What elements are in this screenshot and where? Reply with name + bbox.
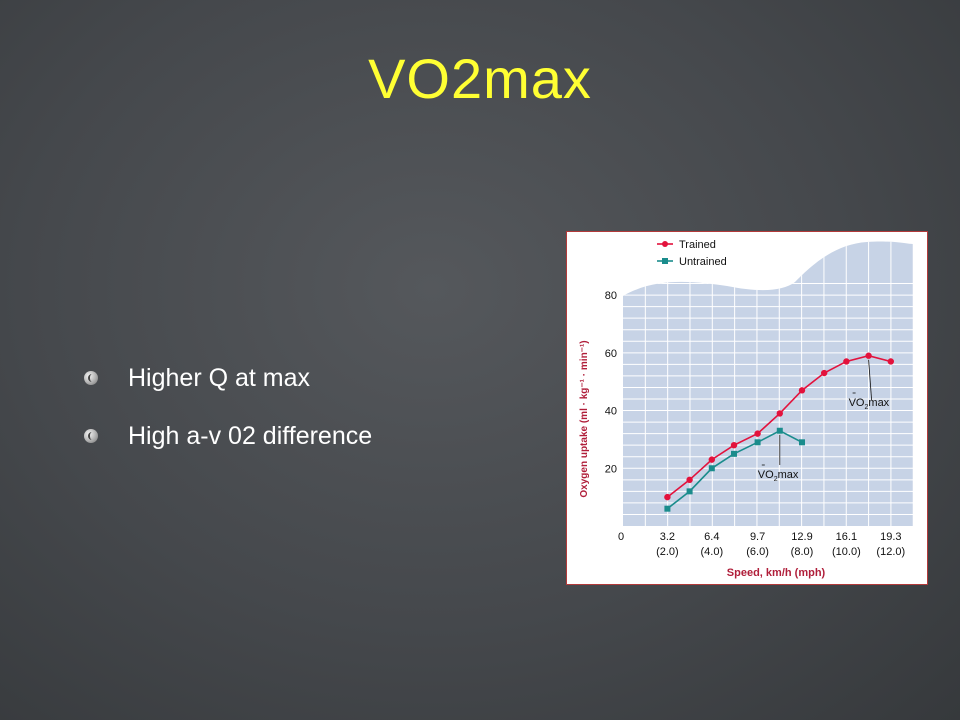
y-tick-label: 80 — [605, 290, 617, 302]
data-point-trained — [820, 369, 828, 377]
data-point-untrained — [798, 439, 805, 446]
data-point-trained — [708, 456, 716, 463]
data-point-trained — [664, 493, 671, 501]
data-point-untrained — [776, 427, 783, 434]
bullet-icon — [84, 429, 98, 443]
x-tick-label: 9.7 — [750, 531, 765, 543]
x-tick-label: 12.9 — [791, 531, 812, 543]
vo2-chart-figure: 20 40 60 80 0 3.2 (2.0) 6.4 (4.0) 9.7 (6.0) 12.9 (8.… — [566, 231, 928, 585]
data-point-trained — [798, 387, 806, 394]
y-tick-label: 20 — [605, 463, 617, 475]
x-tick-label: 3.2 — [660, 531, 675, 543]
vo2-chart: 20 40 60 80 0 3.2 (2.0) 6.4 (4.0) 9.7 (6.0) 12.9 (8.… — [579, 239, 913, 579]
data-point-untrained — [664, 505, 671, 512]
data-point-trained — [754, 430, 761, 437]
annotation-vo2max-trained: VO2max — [849, 397, 890, 411]
data-point-untrained — [754, 439, 761, 446]
bullet-item: Higher Q at max — [84, 360, 372, 418]
data-point-untrained — [731, 450, 738, 457]
legend-marker-untrained — [662, 258, 668, 264]
x-tick-sublabel: (6.0) — [746, 546, 769, 558]
bullet-icon — [84, 371, 98, 385]
data-point-trained — [686, 476, 693, 484]
bullet-item: High a-v 02 difference — [84, 418, 372, 476]
x-tick-sublabel: (12.0) — [876, 546, 905, 558]
y-tick-label: 40 — [605, 406, 617, 418]
x-tick-label: 19.3 — [880, 531, 901, 543]
annotation-vo2max-untrained: VO2max — [758, 469, 799, 483]
x-tick-sublabel: (2.0) — [656, 546, 679, 558]
plot-background — [623, 241, 913, 526]
x-axis-label: Speed, km/h (mph) — [727, 567, 826, 579]
bullet-list: Higher Q at max High a-v 02 difference — [84, 360, 372, 476]
data-point-trained — [730, 441, 738, 449]
data-point-trained — [865, 352, 872, 359]
x-tick-label: 0 — [618, 531, 624, 543]
data-point-untrained — [686, 488, 693, 495]
data-point-trained — [843, 358, 850, 365]
x-tick-sublabel: (10.0) — [832, 546, 861, 558]
x-tick-label: 16.1 — [836, 531, 857, 543]
annotation-leader-trained — [868, 359, 872, 401]
slide-title: VO2max — [368, 47, 592, 110]
y-tick-label: 60 — [605, 348, 617, 360]
bullet-text: High a-v 02 difference — [128, 422, 373, 450]
data-point-trained — [887, 358, 894, 365]
legend-marker-trained — [662, 241, 668, 247]
legend-label-untrained: Untrained — [679, 256, 727, 268]
x-tick-label: 6.4 — [704, 531, 719, 543]
data-point-untrained — [708, 465, 715, 472]
bullet-text: Higher Q at max — [128, 364, 311, 392]
y-axis-label: Oxygen uptake (ml · kg⁻¹ · min⁻¹) — [579, 340, 590, 497]
data-point-trained — [776, 410, 783, 417]
x-tick-sublabel: (8.0) — [791, 546, 814, 558]
x-tick-sublabel: (4.0) — [700, 546, 723, 558]
legend-label-trained: Trained — [679, 239, 716, 251]
grid-lines — [623, 241, 913, 526]
